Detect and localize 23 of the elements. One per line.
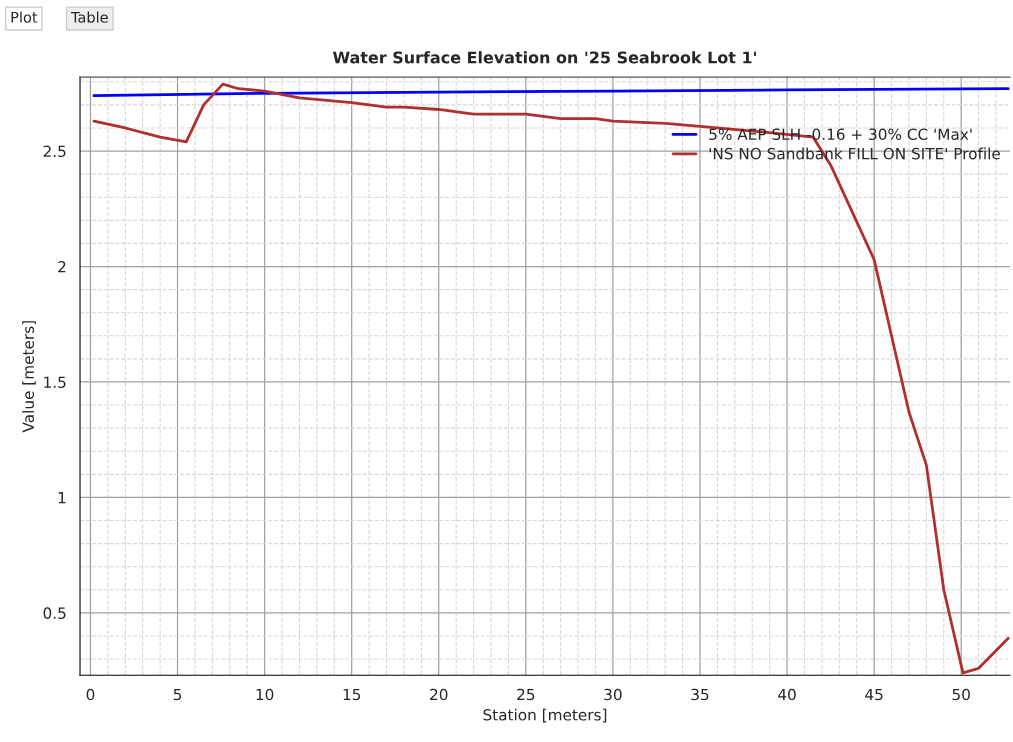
x-tick-label: 20 [430,688,448,701]
x-tick-label: 30 [604,688,622,701]
text: Table [70,11,108,23]
chart-title: Water Surface Elevation on '25 Seabrook Lot 1' [332,51,756,64]
x-tick-label: 25 [517,688,535,701]
line-series [92,82,1010,675]
x-tick-label: 50 [952,688,970,701]
y-tick-label: 2.5 [43,145,66,158]
x-tick-label: 40 [778,688,796,701]
x-tick-label: 10 [256,688,274,701]
y-tick-label: 1.5 [44,376,66,388]
line-series [92,87,1010,98]
y-axis-title: Value [meters] [22,321,36,433]
text: Plot [11,11,38,23]
x-tick-label: 35 [691,688,709,701]
x-tick-label: 15 [343,688,361,701]
y-tick-label: 2 [58,260,66,273]
y-tick-label: 1 [58,492,66,504]
x-tick-label: 5 [173,688,182,701]
y-tick-label: 0.5 [43,607,66,619]
x-tick-label: 45 [865,688,883,701]
x-tick-label: 0 [86,688,95,701]
x-axis-title: Station [meters] [483,708,607,723]
